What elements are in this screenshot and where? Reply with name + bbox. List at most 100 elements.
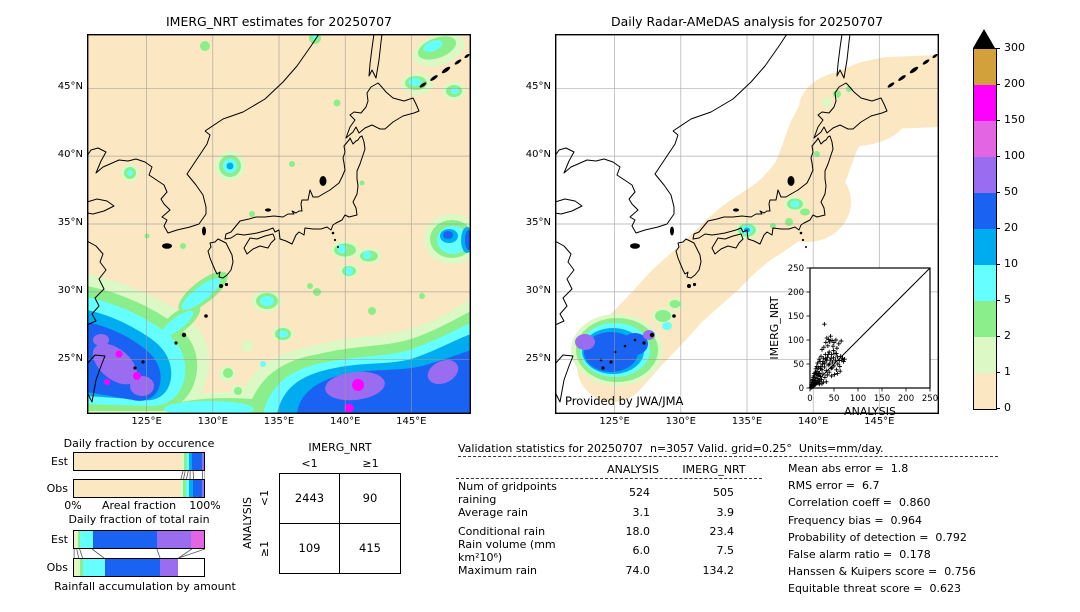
colorbar-extend-triangle	[973, 29, 995, 48]
occurrence-est-bar	[73, 452, 205, 471]
svg-text:200: 200	[788, 288, 804, 298]
small-islands	[133, 53, 470, 370]
colorbar-tick-label: 300	[1004, 41, 1025, 54]
colorbar-tick-label: 2	[1004, 329, 1011, 342]
colorbar-tick-mark	[996, 84, 1000, 85]
bar-segment	[192, 453, 202, 470]
svg-text:50: 50	[829, 394, 840, 404]
lon-tick-label: 130°E	[665, 416, 696, 427]
colorbar-tick-mark	[996, 300, 1000, 301]
bar-segment	[74, 531, 76, 548]
map-border	[87, 34, 471, 414]
metric-line: RMS error = 6.7	[788, 479, 880, 493]
occurrence-connectors	[180, 471, 205, 479]
svg-text:50: 50	[793, 360, 804, 370]
bar-segment	[159, 559, 178, 576]
occurrence-title: Daily fraction by occurence	[63, 437, 215, 450]
bar-segment	[190, 531, 204, 548]
lon-tick-label: 145°E	[864, 416, 895, 427]
colorbar-tick-label: 5	[1004, 293, 1011, 306]
metric-line: Mean abs error = 1.8	[788, 462, 909, 476]
contingency-row-group: ANALYSIS	[240, 497, 254, 549]
lat-tick-label: 30°N	[57, 284, 83, 296]
metric-line: Correlation coeff = 0.860	[788, 496, 931, 510]
colorbar-segment	[974, 265, 996, 301]
svg-text:250: 250	[788, 264, 804, 274]
colorbar-tick-mark	[996, 120, 1000, 121]
stats-title: Validation statistics for 20250707 n=305…	[458, 442, 884, 455]
stats-metrics: Mean abs error = 1.8 RMS error = 6.7 Corre…	[788, 460, 1080, 598]
stats-header-divider	[456, 478, 762, 479]
inset-xlabel: ANALYSIS	[844, 405, 896, 418]
colorbar-tick-mark	[996, 192, 1000, 193]
imerg-map: 45°N 40°N 35°N 30°N 25°N 125°E 130°E 135°E 140°E…	[58, 34, 471, 427]
colorbar-tick-label: 200	[1004, 77, 1025, 90]
contingency-cell-miss: 109	[280, 523, 340, 573]
right-map-title: Daily Radar-AMeDAS analysis for 20250707	[610, 14, 884, 29]
contingency-row-label-lt1: <1	[257, 489, 271, 507]
lat-tick-label: 25°N	[525, 352, 551, 364]
colorbar-segment	[974, 337, 996, 373]
bar-segment	[92, 531, 157, 548]
stats-row: Conditional rain 18.0 23.4	[458, 522, 734, 541]
lon-tick-label: 130°E	[197, 416, 228, 427]
lon-tick-label: 125°E	[131, 416, 162, 427]
contingency-col-label-lt1: <1	[301, 457, 318, 470]
lat-tick-label: 25°N	[57, 352, 83, 364]
inset-ticks	[806, 267, 931, 392]
contingency-cell-false-alarm: 90	[340, 474, 400, 524]
stats-row: Rain volume (mm km²10⁶) 6.0 7.5	[458, 538, 734, 564]
lat-tick-label: 35°N	[57, 217, 83, 228]
bar-segment	[77, 531, 81, 548]
left-map-title: IMERG_NRT estimates for 20250707	[165, 14, 392, 29]
totalrain-est-label: Est	[51, 533, 68, 546]
colorbar-segment	[974, 373, 996, 409]
svg-text:100: 100	[850, 394, 866, 404]
radar-amedas-map: 0 0 50 50 100 100 150 150 200 200 250 250 ANALYSIS …	[526, 34, 939, 427]
colorbar-tick-mark	[996, 372, 1000, 373]
colorbar-tick-mark	[996, 408, 1000, 409]
metric-line: False alarm ratio = 0.178	[788, 548, 931, 562]
bar-segment	[184, 453, 188, 470]
contingency-row-label-ge1: ≥1	[257, 540, 271, 558]
svg-text:100: 100	[788, 336, 804, 346]
stats-col-analysis: ANALYSIS	[607, 463, 659, 476]
lon-tick-label: 135°E	[731, 416, 763, 427]
inset-tick-labels: 00 50 50 100 100 150 150 200 200 250 250	[788, 264, 938, 404]
contingency-cell-hit: 415	[359, 541, 381, 556]
bar-segment	[74, 453, 183, 470]
bar-segment	[80, 531, 93, 548]
colorbar-segment	[974, 49, 996, 85]
colorbar-segment	[974, 121, 996, 157]
stats-row: Num of gridpoints raining 524 505	[458, 480, 734, 506]
stats-row: Average rain 3.1 3.9	[458, 502, 734, 521]
stats-imerg-value: 505	[713, 486, 734, 500]
lat-tick-label: 45°N	[57, 81, 83, 93]
bar-segment	[182, 453, 185, 470]
map-border	[555, 34, 939, 414]
occurrence-axis-100: 100%	[189, 499, 221, 512]
contingency-col-group: IMERG_NRT	[308, 441, 372, 454]
stats-row-label: Average rain	[458, 505, 528, 519]
occurrence-obs-bar	[73, 479, 205, 498]
colorbar-tick-label: 10	[1004, 257, 1018, 270]
totalrain-obs-label: Obs	[46, 561, 68, 574]
colorbar-tick-label: 1	[1004, 365, 1011, 378]
colorbar-tick-mark	[996, 336, 1000, 337]
colorbar-segment	[974, 229, 996, 265]
bar-segment	[156, 531, 191, 548]
bar-segment	[104, 559, 160, 576]
metric-line: Probability of detection = 0.792	[788, 530, 967, 544]
colorbar-segment	[974, 157, 996, 193]
bar-segment	[189, 453, 193, 470]
colorbar-tick-mark	[996, 228, 1000, 229]
svg-text:150: 150	[788, 312, 804, 322]
colorbar-tick-label: 0	[1004, 401, 1011, 414]
stats-table: Num of gridpoints raining 524 505 Average r…	[458, 480, 734, 580]
colorbar-tick-mark	[996, 264, 1000, 265]
metric-line: Equitable threat score = 0.623	[788, 582, 961, 596]
totalrain-est-bar	[73, 530, 205, 549]
totalrain-connectors	[73, 549, 205, 558]
colorbar-tick-label: 20	[1004, 221, 1018, 234]
